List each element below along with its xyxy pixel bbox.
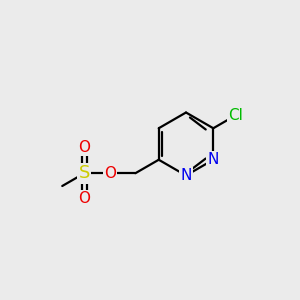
Text: S: S	[79, 164, 90, 182]
Text: Cl: Cl	[228, 108, 243, 123]
Text: N: N	[208, 152, 219, 167]
Text: O: O	[78, 191, 90, 206]
Text: O: O	[78, 140, 90, 155]
Text: N: N	[180, 168, 192, 183]
Text: O: O	[104, 166, 116, 181]
